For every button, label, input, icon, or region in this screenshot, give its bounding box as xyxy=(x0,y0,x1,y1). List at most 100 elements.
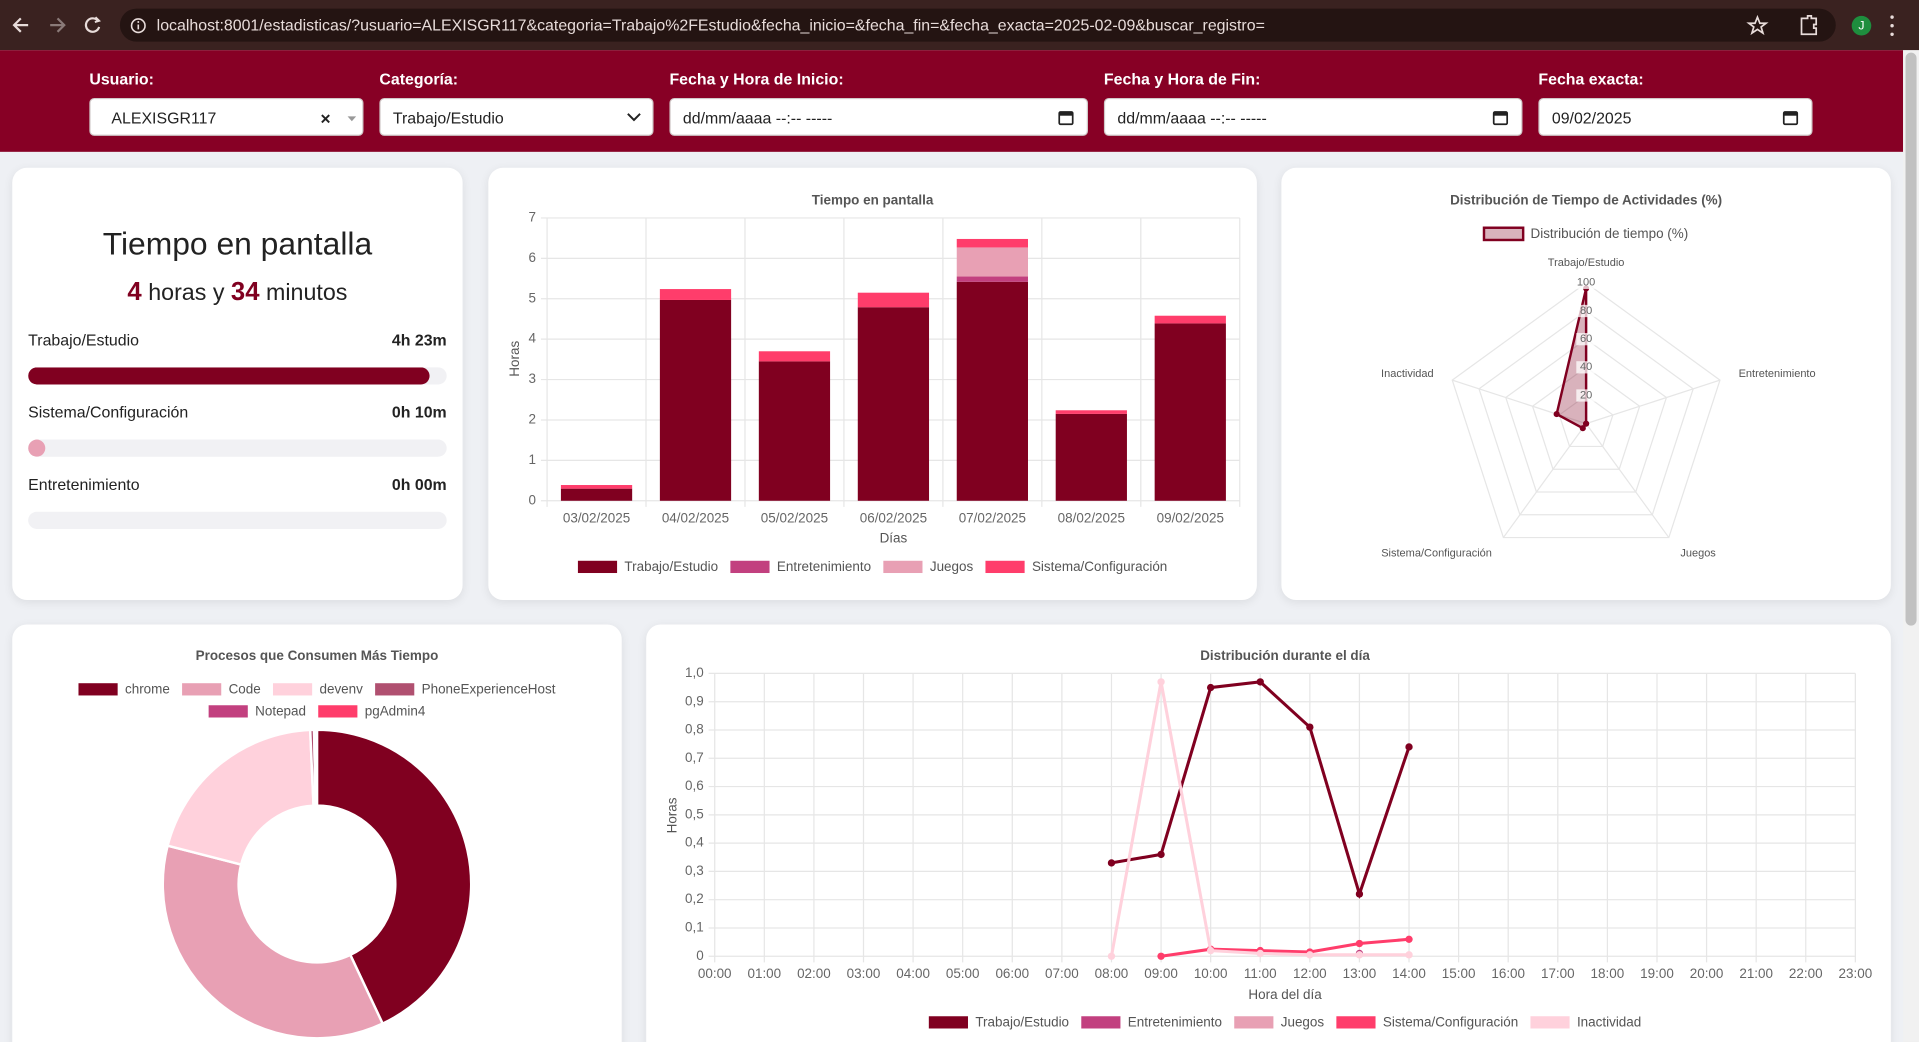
bar-segment xyxy=(956,276,1028,282)
legend-label: chrome xyxy=(125,682,170,697)
doughnut-slice xyxy=(166,728,315,867)
x-tick-label: 22:00 xyxy=(1789,966,1823,981)
extensions-icon[interactable] xyxy=(1800,15,1818,36)
legend-swatch xyxy=(1336,1016,1376,1029)
user-select[interactable]: ALEXISGR117 xyxy=(89,97,364,136)
x-tick-label: 08/02/2025 xyxy=(1058,511,1125,526)
start-date-input[interactable]: dd/mm/aaaa --:-- ----- xyxy=(669,97,1089,136)
legend-swatch xyxy=(730,560,770,574)
reload-button[interactable] xyxy=(84,17,101,33)
x-tick-label: 12:00 xyxy=(1293,966,1327,981)
bar-segment xyxy=(857,307,930,501)
x-tick-label: 23:00 xyxy=(1839,966,1873,981)
y-tick-label: 0,6 xyxy=(685,778,704,793)
x-tick-label: 06/02/2025 xyxy=(860,511,927,526)
exact-date-input[interactable]: 09/02/2025 xyxy=(1538,97,1813,136)
bar-segment xyxy=(758,361,831,501)
calendar-icon[interactable] xyxy=(1057,109,1074,126)
legend-label: Entretenimiento xyxy=(1128,1015,1222,1030)
legend-item: Inactividad xyxy=(1530,1015,1641,1030)
x-tick-label: 08:00 xyxy=(1095,966,1129,981)
legend-swatch xyxy=(182,683,222,696)
filter-label: Fecha y Hora de Fin: xyxy=(1103,69,1261,89)
minutes-text: minutos xyxy=(265,280,348,307)
legend-swatch xyxy=(1482,226,1525,242)
site-info-icon[interactable] xyxy=(130,17,147,34)
avatar[interactable] xyxy=(1851,15,1872,36)
item-label: Trabajo/Estudio xyxy=(28,330,140,349)
filter-value: Trabajo/Estudio xyxy=(392,108,504,128)
legend-swatch xyxy=(985,560,1025,574)
filter-label: Usuario: xyxy=(89,69,154,89)
r-tick-label: 20 xyxy=(1580,389,1592,401)
legend-swatch xyxy=(1234,1016,1274,1029)
bar-segment xyxy=(1055,413,1127,501)
y-tick-label: 1 xyxy=(529,452,536,467)
x-tick-label: 07:00 xyxy=(1045,966,1079,981)
legend-label: pgAdmin4 xyxy=(365,704,426,719)
calendar-icon[interactable] xyxy=(1492,109,1509,126)
bar-segment xyxy=(1154,315,1226,324)
x-tick-label: 07/02/2025 xyxy=(959,511,1026,526)
x-tick-label: 03:00 xyxy=(847,966,881,981)
bar-segment xyxy=(560,488,633,501)
legend-item: Trabajo/Estudio xyxy=(577,559,718,574)
menu-dot[interactable] xyxy=(1890,32,1894,36)
avatar-letter: J xyxy=(1858,19,1864,33)
radial-line xyxy=(1452,379,1587,425)
chart-title: Distribución de Tiempo de Actividades (%… xyxy=(1450,192,1722,207)
y-tick-label: 0,8 xyxy=(685,722,704,737)
r-tick-label: 80 xyxy=(1580,305,1592,317)
summary-total: 4 horas y 34 minutos xyxy=(12,278,462,307)
forward-button[interactable] xyxy=(50,17,66,33)
menu-dot[interactable] xyxy=(1890,23,1894,28)
legend-item: pgAdmin4 xyxy=(318,704,426,719)
back-button[interactable] xyxy=(12,17,29,33)
y-tick-label: 0,5 xyxy=(685,806,704,821)
legend-swatch xyxy=(208,705,248,718)
doughnut-chart: Procesos que Consumen Más Tiempo chrome C… xyxy=(78,648,556,1040)
menu-dot[interactable] xyxy=(1890,15,1894,19)
legend-swatch xyxy=(318,705,358,718)
line-point xyxy=(1306,723,1314,731)
y-axis-label: Horas xyxy=(665,797,680,833)
bar-segment xyxy=(659,299,732,501)
line-point xyxy=(1206,946,1215,955)
legend-label: Distribución de tiempo (%) xyxy=(1530,226,1688,241)
legend-item: Juegos xyxy=(883,559,973,574)
x-tick-label: 04:00 xyxy=(896,966,930,981)
chart-title: Tiempo en pantalla xyxy=(812,192,934,207)
reload-arrow xyxy=(94,16,102,23)
bar-segment xyxy=(956,247,1028,277)
line-point xyxy=(1405,951,1413,959)
calendar-icon[interactable] xyxy=(1782,109,1799,126)
legend-item: PhoneExperienceHost xyxy=(375,682,556,697)
bar-segment xyxy=(956,281,1028,501)
bookmark-icon[interactable] xyxy=(1746,14,1769,36)
line-point xyxy=(1107,952,1116,960)
legend-label: Entretenimiento xyxy=(777,559,871,574)
category-select[interactable]: Trabajo/Estudio xyxy=(379,97,654,136)
legend-item: Trabajo/Estudio xyxy=(928,1015,1069,1030)
line-point xyxy=(1405,743,1413,751)
scrollbar[interactable] xyxy=(1903,50,1919,1042)
bar-segment xyxy=(758,351,831,362)
r-tick-label: 100 xyxy=(1577,277,1595,289)
doughnut-slice xyxy=(314,728,319,807)
r-tick-label: 40 xyxy=(1580,361,1592,373)
axis-label: Inactividad xyxy=(1381,368,1434,380)
address-bar[interactable]: localhost:8001/estadisticas/?usuario=ALE… xyxy=(119,8,1836,42)
end-date-input[interactable]: dd/mm/aaaa --:-- ----- xyxy=(1103,97,1523,136)
progress-track xyxy=(28,367,447,385)
legend-item: Entretenimiento xyxy=(1081,1015,1222,1030)
axis-label: Juegos xyxy=(1680,547,1716,559)
chevron-icon xyxy=(627,113,641,122)
summary-card: Tiempo en pantalla 4 horas y 34 minutos … xyxy=(12,167,463,600)
line-point xyxy=(1355,939,1364,948)
scrollbar-thumb[interactable] xyxy=(1905,52,1917,626)
grid-ring xyxy=(1558,394,1614,448)
legend-item: Juegos xyxy=(1234,1015,1324,1030)
select-icons xyxy=(321,114,357,124)
